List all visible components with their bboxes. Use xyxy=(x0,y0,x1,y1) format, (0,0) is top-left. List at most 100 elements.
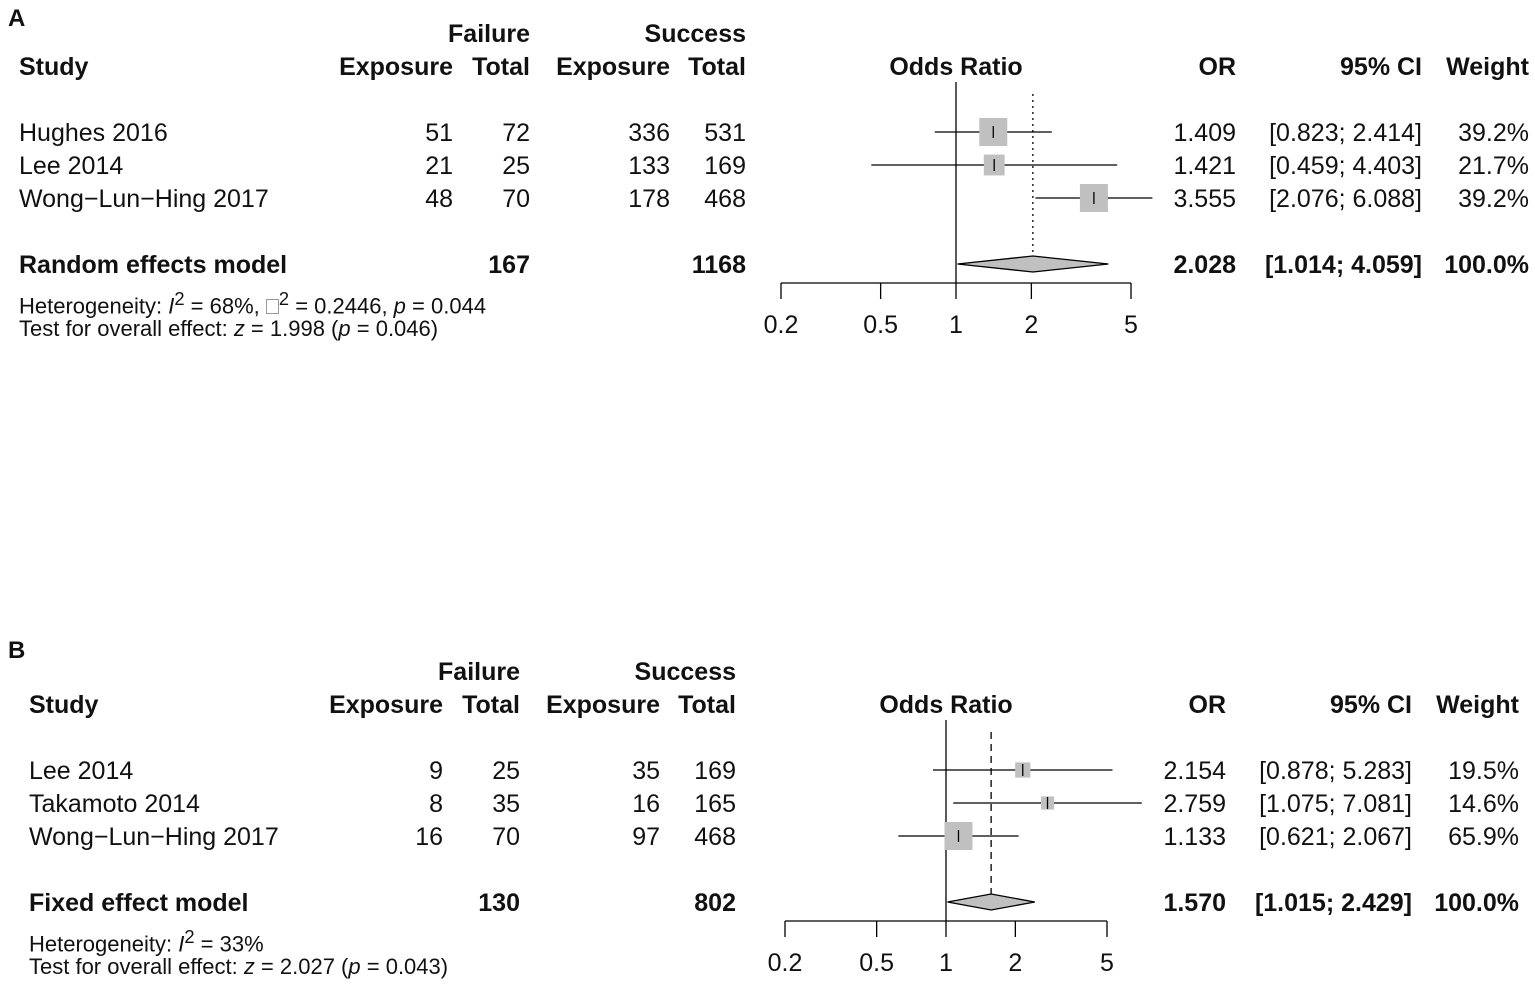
success-header: Success xyxy=(634,658,736,686)
or-value: 1.409 xyxy=(1173,119,1236,147)
odds-ratio-header: Odds Ratio xyxy=(879,691,1013,719)
success-exposure: 16 xyxy=(632,790,660,818)
or-value: 3.555 xyxy=(1173,185,1236,213)
success-exposure: 35 xyxy=(632,757,660,785)
weight-value: 39.2% xyxy=(1458,185,1529,213)
failure-total-header: Total xyxy=(472,53,530,81)
heterogeneity-text: Heterogeneity: I2 = 68%, 2 = 0.2446, p =… xyxy=(19,288,487,319)
weight-value: 14.6% xyxy=(1448,790,1519,818)
failure-exposure: 9 xyxy=(429,757,443,785)
study-name: Lee 2014 xyxy=(29,757,134,785)
ci-header: 95% CI xyxy=(1330,691,1412,719)
failure-total: 70 xyxy=(502,185,530,213)
x-tick-label: 0.5 xyxy=(863,311,898,339)
failure-total-header: Total xyxy=(462,691,520,719)
forest-plot-a: 0.2 0.5 1 2 5 xyxy=(764,82,1153,339)
failure-exposure: 21 xyxy=(425,152,453,180)
ci-value: [0.621; 2.067] xyxy=(1259,823,1412,851)
or-header: OR xyxy=(1198,53,1237,81)
failure-exposure-header: Exposure xyxy=(329,691,443,719)
summary-diamond xyxy=(947,893,1035,911)
failure-exposure: 51 xyxy=(425,119,453,147)
success-exposure: 97 xyxy=(632,823,660,851)
model-ci-value: [1.014; 4.059] xyxy=(1264,251,1422,279)
model-or-value: 1.570 xyxy=(1163,889,1226,917)
study-name: Takamoto 2014 xyxy=(29,790,200,818)
failure-total: 70 xyxy=(492,823,520,851)
odds-ratio-header: Odds Ratio xyxy=(889,53,1023,81)
or-value: 1.133 xyxy=(1163,823,1226,851)
success-exposure: 178 xyxy=(628,185,670,213)
failure-total: 72 xyxy=(502,119,530,147)
ci-value: [1.075; 7.081] xyxy=(1259,790,1412,818)
failure-header: Failure xyxy=(438,658,520,686)
weight-value: 65.9% xyxy=(1448,823,1519,851)
ci-header: 95% CI xyxy=(1340,53,1422,81)
model-failure-total: 167 xyxy=(488,251,530,279)
failure-total: 35 xyxy=(492,790,520,818)
or-header: OR xyxy=(1188,691,1227,719)
failure-total: 25 xyxy=(492,757,520,785)
study-name: Lee 2014 xyxy=(19,152,124,180)
success-total-header: Total xyxy=(678,691,736,719)
weight-header: Weight xyxy=(1436,691,1519,719)
panel-label-b: B xyxy=(8,637,26,664)
x-tick-label: 1 xyxy=(949,311,963,339)
x-tick-label: 5 xyxy=(1124,311,1138,339)
success-total: 468 xyxy=(694,823,736,851)
success-total: 531 xyxy=(704,119,746,147)
x-tick-label: 2 xyxy=(1008,949,1022,977)
failure-exposure: 8 xyxy=(429,790,443,818)
model-weight-value: 100.0% xyxy=(1444,251,1529,279)
ci-value: [0.823; 2.414] xyxy=(1269,119,1422,147)
success-total-header: Total xyxy=(688,53,746,81)
weight-value: 19.5% xyxy=(1448,757,1519,785)
failure-header: Failure xyxy=(448,20,530,48)
x-tick-label: 0.5 xyxy=(859,949,894,977)
success-exposure-header: Exposure xyxy=(556,53,670,81)
weight-header: Weight xyxy=(1446,53,1529,81)
failure-total: 25 xyxy=(502,152,530,180)
panel-label-a: A xyxy=(8,5,26,32)
success-total: 165 xyxy=(694,790,736,818)
or-value: 1.421 xyxy=(1173,152,1236,180)
model-weight-value: 100.0% xyxy=(1434,889,1519,917)
model-success-total: 802 xyxy=(694,889,736,917)
success-exposure-header: Exposure xyxy=(546,691,660,719)
success-exposure: 336 xyxy=(628,119,670,147)
failure-exposure: 16 xyxy=(415,823,443,851)
x-tick-label: 5 xyxy=(1100,949,1114,977)
study-name: Wong−Lun−Hing 2017 xyxy=(29,823,279,851)
or-value: 2.759 xyxy=(1163,790,1226,818)
model-success-total: 1168 xyxy=(691,251,746,279)
x-tick-label: 2 xyxy=(1024,311,1038,339)
study-header: Study xyxy=(19,53,89,81)
summary-diamond xyxy=(957,255,1109,273)
weight-value: 21.7% xyxy=(1458,152,1529,180)
overall-effect-text: Test for overall effect: z = 1.998 (p = … xyxy=(19,316,439,341)
study-header: Study xyxy=(29,691,99,719)
success-total: 169 xyxy=(704,152,746,180)
success-total: 169 xyxy=(694,757,736,785)
x-tick-label: 0.2 xyxy=(764,311,799,339)
success-total: 468 xyxy=(704,185,746,213)
or-value: 2.154 xyxy=(1163,757,1226,785)
x-tick-label: 1 xyxy=(939,949,953,977)
heterogeneity-text: Heterogeneity: I2 = 33% xyxy=(29,926,264,957)
study-name: Hughes 2016 xyxy=(19,119,168,147)
ci-value: [0.878; 5.283] xyxy=(1259,757,1412,785)
failure-exposure: 48 xyxy=(425,185,453,213)
x-tick-label: 0.2 xyxy=(768,949,803,977)
model-name: Fixed effect model xyxy=(29,889,249,917)
model-failure-total: 130 xyxy=(478,889,520,917)
success-exposure: 133 xyxy=(628,152,670,180)
study-name: Wong−Lun−Hing 2017 xyxy=(19,185,269,213)
ci-value: [0.459; 4.403] xyxy=(1269,152,1422,180)
model-name: Random effects model xyxy=(19,251,288,279)
failure-exposure-header: Exposure xyxy=(339,53,453,81)
ci-value: [2.076; 6.088] xyxy=(1269,185,1422,213)
overall-effect-text: Test for overall effect: z = 2.027 (p = … xyxy=(29,954,449,979)
model-or-value: 2.028 xyxy=(1173,251,1236,279)
tau-symbol-icon xyxy=(265,299,279,315)
